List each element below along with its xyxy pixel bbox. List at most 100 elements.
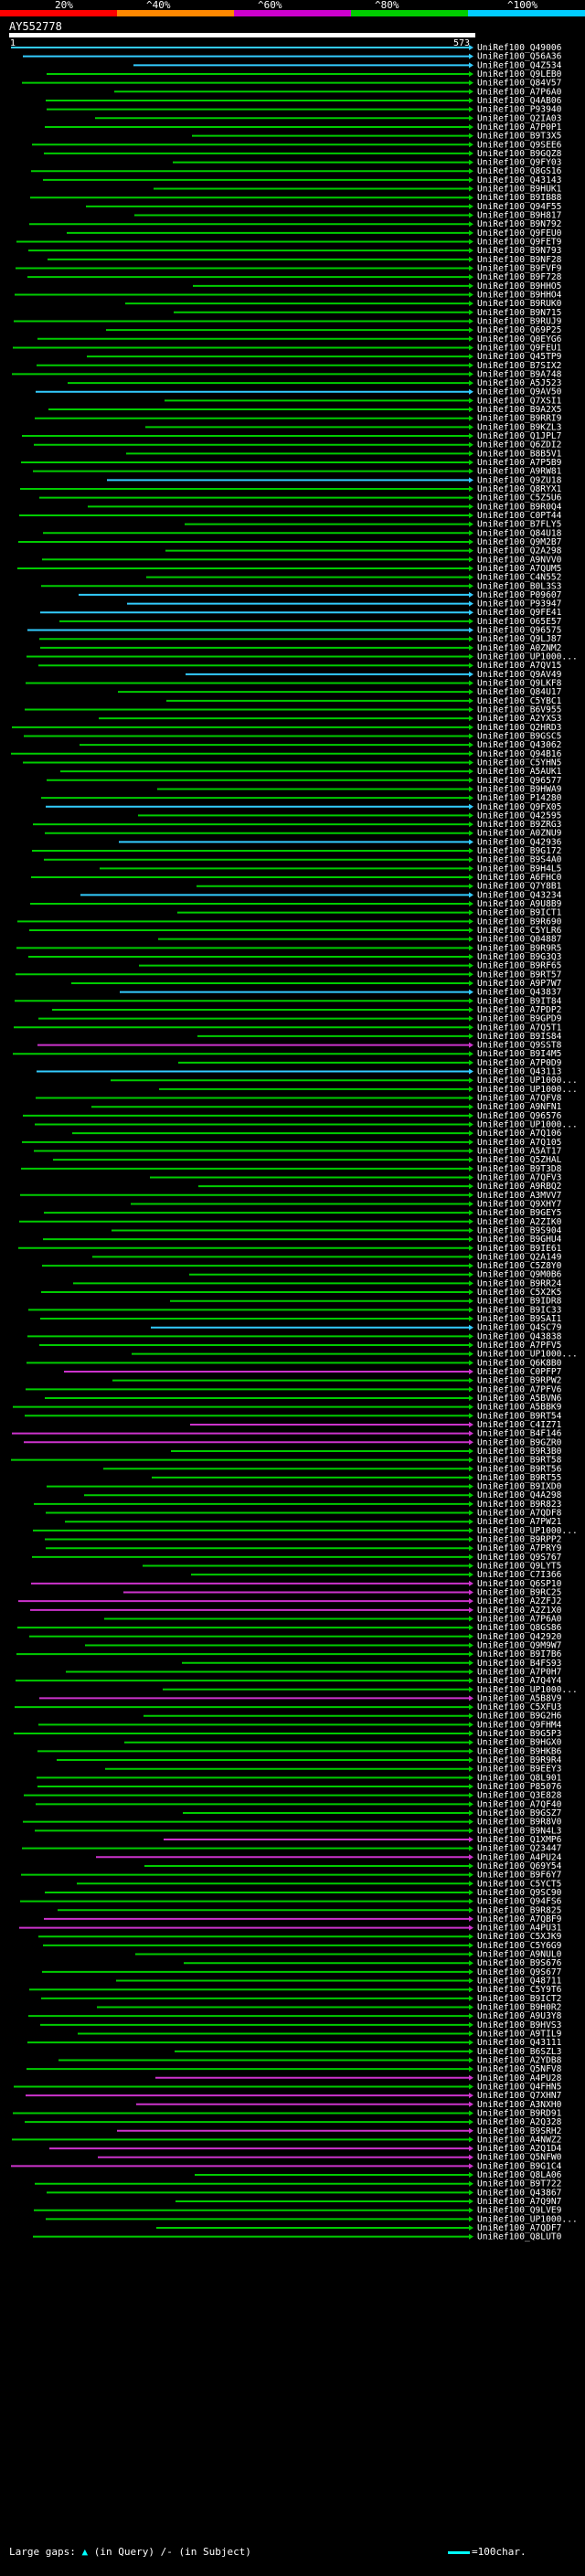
hit-label[interactable]: UniRef100_UP1000...	[477, 1350, 578, 1360]
hit-label[interactable]: UniRef100_A7QBF9	[477, 1914, 562, 1924]
hit-label[interactable]: UniRef100_Q9AV49	[477, 670, 562, 680]
hit-label[interactable]: UniRef100_Q43062	[477, 740, 561, 750]
hit-label[interactable]: UniRef100_B9FVF9	[477, 264, 562, 274]
hit-label[interactable]: UniRef100_C5X2K5	[477, 1288, 561, 1298]
hit-label[interactable]: UniRef100_B9KZL3	[477, 422, 562, 432]
hit-label[interactable]: UniRef100_Q43143	[477, 175, 562, 186]
hit-label[interactable]: UniRef100_Q49006	[477, 43, 562, 53]
hit-label[interactable]: UniRef100_B9GZR0	[477, 1437, 562, 1447]
hit-label[interactable]: UniRef100_B9RR24	[477, 1278, 562, 1288]
hit-label[interactable]: UniRef100_B9IS84	[477, 1032, 562, 1042]
hit-label[interactable]: UniRef100_Q43234	[477, 890, 562, 900]
hit-label[interactable]: UniRef100_Q43867	[477, 2188, 562, 2198]
hit-label[interactable]: UniRef100_B9T722	[477, 2179, 561, 2189]
hit-label[interactable]: UniRef100_Q7XSI1	[477, 396, 562, 406]
hit-label[interactable]: UniRef100_B9A2X5	[477, 405, 561, 415]
hit-label[interactable]: UniRef100_Q7XHN7	[477, 2091, 562, 2101]
hit-label[interactable]: UniRef100_B9RC25	[477, 1588, 561, 1598]
hit-label[interactable]: UniRef100_P14280	[477, 793, 562, 803]
hit-label[interactable]: UniRef100_Q9LJ87	[477, 634, 562, 644]
hit-label[interactable]: UniRef100_Q9FY03	[477, 158, 562, 168]
hit-label[interactable]: UniRef100_P09607	[477, 590, 562, 600]
hit-label[interactable]: UniRef100_B0L3S3	[477, 581, 562, 591]
hit-label[interactable]: UniRef100_UP1000...	[477, 1076, 578, 1086]
hit-label[interactable]: UniRef100_Q04887	[477, 935, 562, 945]
hit-label[interactable]: UniRef100_B9H817	[477, 211, 562, 221]
hit-label[interactable]: UniRef100_A9NUL0	[477, 1950, 562, 1960]
hit-label[interactable]: UniRef100_B9S904	[477, 1225, 562, 1235]
hit-label[interactable]: UniRef100_B9SAI1	[477, 1314, 562, 1324]
hit-label[interactable]: UniRef100_B9HHO4	[477, 290, 562, 300]
hit-label[interactable]: UniRef100_A7QDF7	[477, 2223, 562, 2233]
hit-label[interactable]: UniRef100_B9R0Q4	[477, 502, 562, 512]
hit-label[interactable]: UniRef100_Q43838	[477, 1331, 562, 1341]
hit-label[interactable]: UniRef100_UP1000...	[477, 2214, 578, 2224]
hit-label[interactable]: UniRef100_Q43113	[477, 1067, 562, 1077]
hit-label[interactable]: UniRef100_B9RT54	[477, 1411, 562, 1421]
hit-label[interactable]: UniRef100_Q8GS86	[477, 1623, 562, 1633]
hit-label[interactable]: UniRef100_B9GSZ7	[477, 1808, 562, 1818]
hit-label[interactable]: UniRef100_B9GQZ8	[477, 149, 562, 159]
hit-label[interactable]: UniRef100_A9RBQ2	[477, 1182, 561, 1192]
hit-label[interactable]: UniRef100_B9G172	[477, 846, 561, 856]
hit-label[interactable]: UniRef100_Q84U17	[477, 687, 562, 697]
hit-label[interactable]: UniRef100_Q9M0B6	[477, 1270, 562, 1280]
hit-label[interactable]: UniRef100_A7QF40	[477, 1799, 562, 1809]
hit-label[interactable]: UniRef100_B9N4L3	[477, 1826, 562, 1836]
hit-label[interactable]: UniRef100_Q2HRD3	[477, 723, 562, 733]
hit-label[interactable]: UniRef100_Q2A149	[477, 1252, 562, 1262]
hit-label[interactable]: UniRef100_B9HHO5	[477, 281, 561, 292]
hit-label[interactable]: UniRef100_Q9LYT5	[477, 1562, 561, 1572]
hit-label[interactable]: UniRef100_A2Z1X0	[477, 1606, 562, 1616]
hit-label[interactable]: UniRef100_A7PW21	[477, 1517, 562, 1527]
hit-label[interactable]: UniRef100_A5J523	[477, 378, 562, 388]
hit-label[interactable]: UniRef100_B9EEY3	[477, 1765, 562, 1775]
hit-label[interactable]: UniRef100_Q94B16	[477, 749, 562, 759]
hit-label[interactable]: UniRef100_Q9LKF8	[477, 679, 562, 689]
hit-label[interactable]: UniRef100_Q96577	[477, 776, 562, 786]
hit-label[interactable]: UniRef100_Q4Z534	[477, 60, 562, 70]
hit-label[interactable]: UniRef100_Q5NFV8	[477, 2064, 562, 2074]
hit-label[interactable]: UniRef100_B9RPP2	[477, 1535, 561, 1545]
hit-label[interactable]: UniRef100_B9S676	[477, 1958, 562, 1968]
hit-label[interactable]: UniRef100_Q4AB06	[477, 96, 562, 106]
hit-label[interactable]: UniRef100_A4PU28	[477, 2073, 562, 2083]
hit-label[interactable]: UniRef100_C5Y6G9	[477, 1941, 562, 1951]
hit-label[interactable]: UniRef100_Q96576	[477, 1111, 562, 1121]
hit-label[interactable]: UniRef100_A7QDF8	[477, 1509, 562, 1519]
hit-label[interactable]: UniRef100_B9RUJ9	[477, 316, 562, 326]
hit-label[interactable]: UniRef100_B4FS93	[477, 1659, 562, 1669]
hit-label[interactable]: UniRef100_A2Q1D4	[477, 2144, 562, 2154]
hit-label[interactable]: UniRef100_A5AT17	[477, 1147, 562, 1157]
hit-label[interactable]: UniRef100_Q9LEB0	[477, 69, 562, 80]
hit-label[interactable]: UniRef100_B9IT84	[477, 996, 562, 1006]
hit-label[interactable]: UniRef100_B9A748	[477, 369, 562, 379]
hit-label[interactable]: UniRef100_Q6K8B0	[477, 1358, 562, 1368]
hit-label[interactable]: UniRef100_Q9S767	[477, 1553, 562, 1563]
hit-label[interactable]: UniRef100_Q94F55	[477, 202, 561, 212]
hit-label[interactable]: UniRef100_B9RD91	[477, 2108, 562, 2118]
hit-label[interactable]: UniRef100_Q3E828	[477, 1791, 562, 1801]
hit-label[interactable]: UniRef100_B9F728	[477, 272, 562, 282]
hit-label[interactable]: UniRef100_B9GEY5	[477, 1208, 561, 1218]
hit-label[interactable]: UniRef100_A9P7W7	[477, 979, 562, 989]
hit-label[interactable]: UniRef100_A4PU31	[477, 1924, 562, 1934]
hit-label[interactable]: UniRef100_A7PFV6	[477, 1384, 562, 1394]
hit-label[interactable]: UniRef100_B9GSC5	[477, 731, 561, 741]
hit-label[interactable]: UniRef100_Q45TP9	[477, 352, 562, 362]
hit-label[interactable]: UniRef100_Q84U18	[477, 528, 562, 538]
hit-label[interactable]: UniRef100_A7PDP2	[477, 1005, 561, 1015]
hit-label[interactable]: UniRef100_Q8LA06	[477, 2170, 562, 2180]
hit-label[interactable]: UniRef100_B9G5P3	[477, 1729, 562, 1739]
hit-label[interactable]: UniRef100_UP1000...	[477, 1120, 578, 1130]
hit-label[interactable]: UniRef100_C5Y9T6	[477, 1985, 562, 1995]
hit-label[interactable]: UniRef100_B9HWA9	[477, 784, 562, 794]
hit-label[interactable]: UniRef100_A9U8B9	[477, 899, 562, 909]
hit-label[interactable]: UniRef100_B6V955	[477, 705, 561, 716]
hit-label[interactable]: UniRef100_A2YDB8	[477, 2055, 562, 2065]
hit-label[interactable]: UniRef100_B9I4M5	[477, 1049, 561, 1059]
hit-label[interactable]: UniRef100_P85076	[477, 1782, 562, 1792]
hit-label[interactable]: UniRef100_C0PFP7	[477, 1367, 562, 1377]
hit-label[interactable]: UniRef100_A7P6A0	[477, 1614, 562, 1624]
hit-label[interactable]: UniRef100_B9R9R5	[477, 943, 561, 953]
